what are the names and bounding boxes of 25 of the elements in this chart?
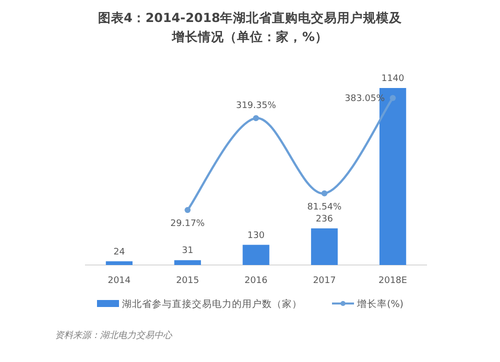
bar bbox=[311, 228, 338, 265]
bar bbox=[174, 260, 201, 265]
x-tick-label: 2018E bbox=[378, 276, 408, 286]
data-label: 24 bbox=[113, 247, 126, 258]
bar bbox=[106, 261, 133, 265]
legend-label: 湖北省参与直接交易电力的用户数（家） bbox=[122, 298, 302, 310]
text: 资料来源：湖北电力交易中心 bbox=[55, 330, 173, 341]
x-tick-label: 2016 bbox=[244, 276, 268, 286]
x-tick-label: 2015 bbox=[176, 276, 200, 286]
data-label: 130 bbox=[247, 230, 265, 241]
legend-label: 增长率(%) bbox=[356, 298, 404, 310]
point bbox=[390, 95, 396, 101]
data-label: 1140 bbox=[381, 74, 405, 84]
point bbox=[184, 207, 191, 213]
data-label: 319.35% bbox=[236, 101, 276, 112]
data-label: 31 bbox=[182, 246, 194, 256]
x-tick-label: 2017 bbox=[312, 276, 336, 286]
data-label: 29.17% bbox=[170, 219, 206, 229]
point bbox=[253, 115, 259, 122]
point bbox=[321, 190, 328, 196]
bar bbox=[242, 244, 270, 265]
data-label: 236 bbox=[316, 214, 334, 224]
data-label: 81.54% bbox=[307, 202, 342, 212]
chart-title: 图表4：2014-2018年湖北省直购电交易用户规模及增长情况（单位：家，%） bbox=[96, 9, 404, 46]
x-tick-label: 2014 bbox=[108, 276, 131, 286]
